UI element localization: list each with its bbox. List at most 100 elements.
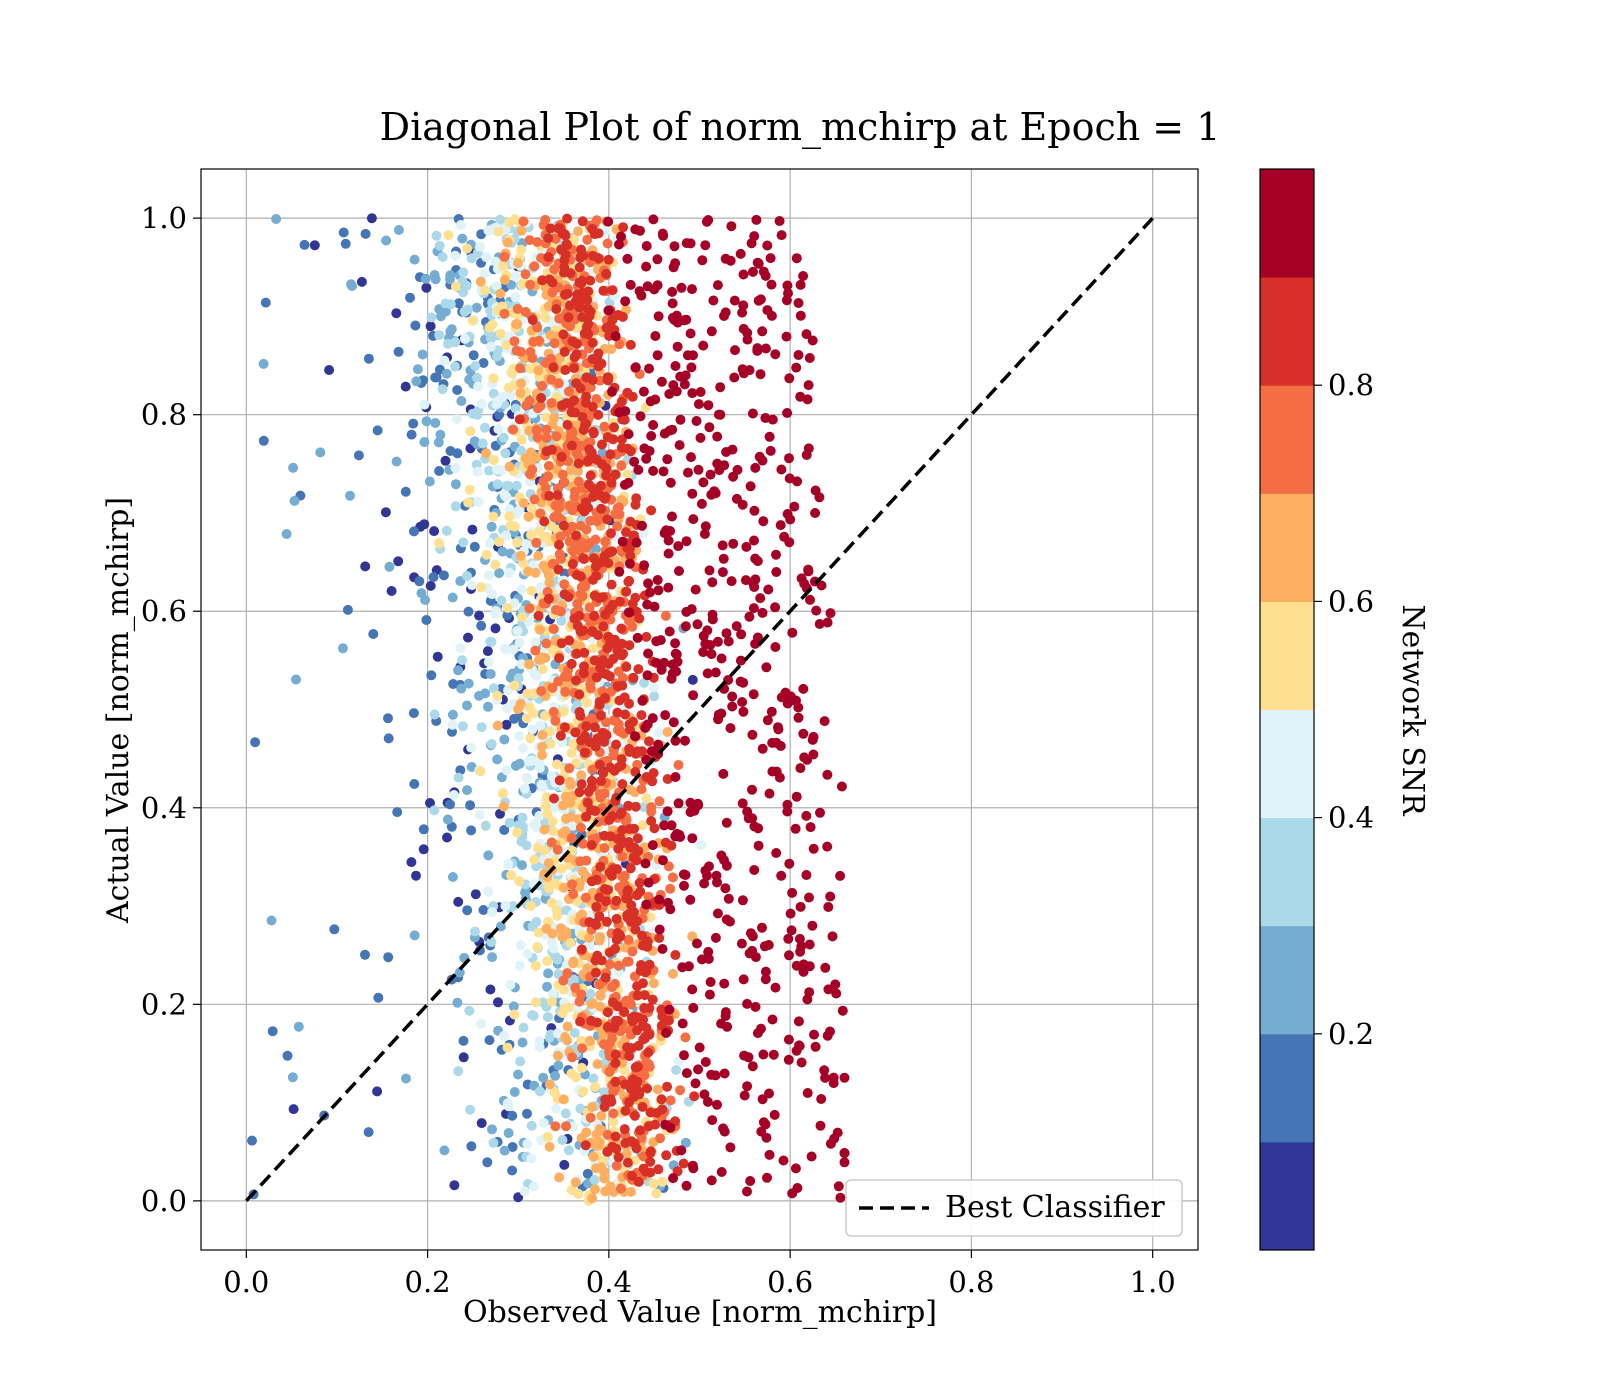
scatter-point	[555, 531, 566, 542]
scatter-point	[500, 900, 511, 911]
scatter-point	[576, 278, 587, 289]
scatter-point	[515, 550, 526, 561]
scatter-point	[776, 464, 787, 475]
scatter-point	[784, 473, 795, 484]
scatter-point	[567, 1052, 578, 1063]
scatter-point	[642, 599, 653, 610]
scatter-point	[591, 215, 602, 226]
scatter-point	[493, 997, 503, 1008]
scatter-point	[546, 897, 557, 908]
scatter-point	[442, 832, 452, 843]
scatter-point	[781, 331, 792, 342]
scatter-point	[614, 649, 625, 660]
scatter-point	[685, 894, 696, 905]
scatter-point	[571, 648, 582, 659]
scatter-point	[653, 585, 664, 596]
scatter-point	[645, 912, 656, 923]
scatter-point	[587, 643, 598, 654]
scatter-point	[462, 243, 473, 254]
scatter-point	[602, 514, 613, 525]
scatter-point	[465, 426, 476, 437]
scatter-point	[271, 214, 282, 224]
scatter-point	[814, 619, 825, 629]
scatter-point	[524, 603, 535, 614]
scatter-point	[485, 341, 496, 352]
scatter-point	[620, 1105, 631, 1116]
scatter-point	[487, 952, 498, 963]
scatter-point	[528, 1181, 539, 1192]
scatter-point	[656, 376, 667, 387]
scatter-point	[767, 766, 778, 777]
scatter-point	[716, 708, 727, 719]
scatter-point	[706, 649, 717, 660]
scatter-point	[670, 648, 681, 659]
scatter-point	[602, 1129, 613, 1140]
scatter-point	[409, 779, 420, 789]
scatter-point	[487, 907, 498, 918]
scatter-point	[608, 434, 619, 445]
scatter-point	[574, 262, 585, 273]
scatter-point	[562, 213, 573, 224]
scatter-point	[662, 1081, 673, 1092]
scatter-point	[526, 1153, 537, 1164]
scatter-point	[469, 541, 480, 552]
scatter-point	[562, 1035, 572, 1046]
scatter-point	[596, 503, 607, 514]
scatter-point	[538, 1072, 549, 1083]
scatter-point	[673, 541, 684, 552]
scatter-point	[426, 670, 437, 681]
scatter-point	[637, 695, 648, 706]
scatter-point	[795, 901, 806, 912]
scatter-point	[652, 1084, 663, 1095]
scatter-point	[783, 1034, 794, 1045]
scatter-point	[789, 501, 800, 512]
scatter-point	[544, 1079, 555, 1090]
scatter-point	[794, 933, 805, 944]
scatter-point	[525, 347, 536, 357]
scatter-point	[493, 226, 504, 237]
scatter-point	[663, 548, 674, 559]
scatter-point	[384, 561, 395, 572]
scatter-point	[503, 859, 514, 870]
scatter-point	[761, 1132, 772, 1143]
scatter-point	[525, 469, 536, 480]
scatter-point	[576, 779, 587, 790]
scatter-point	[434, 240, 445, 251]
scatter-point	[551, 1103, 561, 1114]
scatter-point	[700, 521, 711, 532]
scatter-point	[660, 710, 671, 721]
scatter-point	[567, 879, 578, 890]
scatter-point	[736, 938, 747, 949]
scatter-point	[804, 961, 815, 972]
scatter-point	[755, 369, 766, 380]
scatter-point	[611, 1017, 622, 1028]
scatter-point	[483, 886, 494, 897]
scatter-point	[760, 966, 771, 977]
scatter-point	[445, 799, 455, 810]
scatter-point	[702, 668, 713, 679]
colorbar-ticks: 0.2 0.4 0.6 0.8	[1314, 368, 1374, 1051]
scatter-point	[653, 1164, 664, 1175]
scatter-points	[247, 213, 850, 1206]
scatter-point	[586, 805, 596, 816]
scatter-point	[527, 724, 538, 735]
scatter-point	[516, 244, 527, 255]
scatter-point	[467, 315, 478, 326]
scatter-point	[687, 833, 698, 844]
scatter-point	[665, 883, 676, 894]
scatter-point	[500, 448, 511, 459]
scatter-point	[657, 1176, 668, 1187]
scatter-point	[573, 1188, 584, 1199]
scatter-point	[579, 747, 590, 758]
scatter-point	[798, 728, 809, 739]
scatter-point	[543, 301, 554, 312]
scatter-point	[820, 1072, 831, 1083]
scatter-point	[731, 621, 742, 632]
scatter-point	[748, 603, 759, 614]
scatter-point	[563, 312, 574, 323]
scatter-point	[623, 800, 634, 811]
scatter-point	[543, 460, 554, 471]
scatter-point	[839, 1148, 850, 1159]
scatter-point	[795, 279, 806, 290]
